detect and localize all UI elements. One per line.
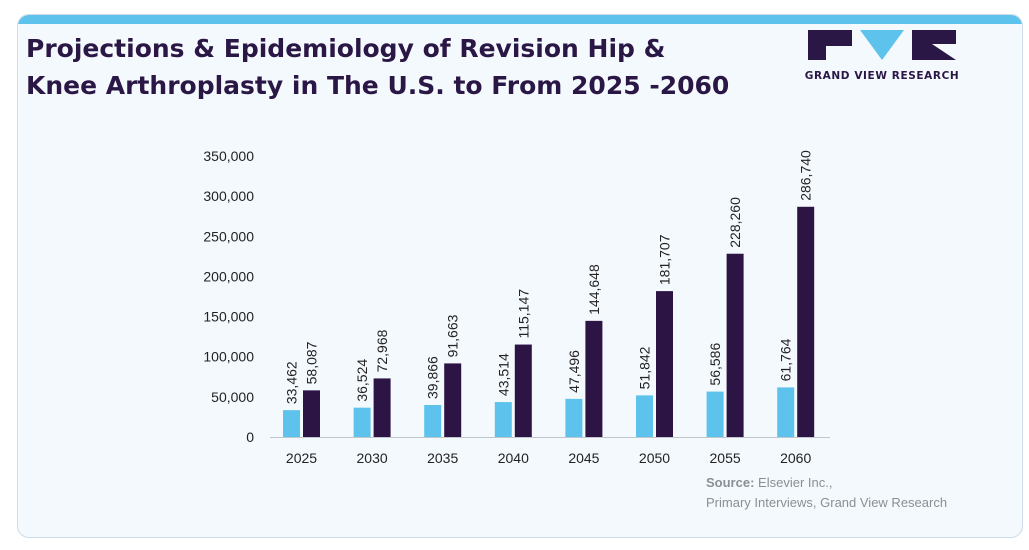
- bar: [565, 398, 583, 437]
- y-tick-label: 200,000: [203, 268, 254, 284]
- source-label: Source:: [706, 475, 755, 490]
- title-line-1: Projections & Epidemiology of Revision H…: [26, 34, 666, 63]
- data-label: 56,586: [707, 343, 723, 386]
- data-label: 43,514: [495, 353, 511, 396]
- data-label: 144,648: [586, 264, 602, 315]
- title-line-2: Knee Arthroplasty in The U.S. to From 20…: [26, 71, 730, 100]
- bar: [726, 253, 744, 437]
- x-tick-label: 2050: [639, 450, 670, 466]
- data-label: 228,260: [727, 197, 743, 248]
- bar: [444, 363, 462, 437]
- bar: [777, 387, 795, 437]
- data-label: 51,842: [637, 346, 653, 389]
- y-tick-label: 0: [246, 429, 254, 445]
- bar: [303, 390, 320, 437]
- bar: [797, 206, 815, 437]
- x-tick-label: 2035: [427, 450, 458, 466]
- data-label: 61,764: [778, 338, 794, 381]
- bar: [636, 395, 653, 437]
- y-tick-label: 100,000: [203, 349, 254, 365]
- x-tick-label: 2025: [286, 450, 317, 466]
- y-tick-label: 300,000: [203, 188, 254, 204]
- bar: [373, 378, 391, 437]
- data-label: 72,968: [374, 329, 390, 372]
- bar: [585, 320, 603, 437]
- bar: [283, 410, 300, 437]
- page-title: Projections & Epidemiology of Revision H…: [26, 30, 746, 104]
- bar: [706, 391, 724, 437]
- gvr-logo-icon: [808, 30, 956, 60]
- data-label: 91,663: [445, 314, 461, 357]
- data-label: 39,866: [425, 356, 441, 399]
- x-tick-label: 2030: [357, 450, 388, 466]
- source-line-2: Primary Interviews, Grand View Research: [706, 495, 948, 510]
- data-label: 286,740: [798, 150, 814, 201]
- bar: [353, 407, 371, 437]
- x-tick-label: 2045: [568, 450, 599, 466]
- data-label: 33,462: [284, 361, 300, 404]
- source-line-1: Elsevier Inc.,: [758, 475, 833, 490]
- y-tick-label: 350,000: [203, 148, 254, 164]
- source-note: Source: Elsevier Inc., Primary Interview…: [706, 473, 947, 513]
- bar: [514, 344, 532, 437]
- data-label: 36,524: [354, 359, 370, 402]
- bar: [656, 291, 673, 437]
- brand-name: GRAND VIEW RESEARCH: [804, 70, 960, 82]
- bar: [424, 404, 442, 437]
- x-tick-label: 2060: [780, 450, 811, 466]
- data-label: 47,496: [566, 350, 582, 393]
- y-tick-label: 150,000: [203, 309, 254, 325]
- chart-card: [17, 14, 1023, 538]
- bar: [494, 402, 512, 437]
- y-tick-label: 50,000: [211, 389, 254, 405]
- data-label: 115,147: [515, 289, 531, 339]
- data-label: 181,707: [657, 234, 673, 285]
- x-tick-label: 2055: [710, 450, 741, 466]
- y-tick-label: 250,000: [203, 228, 254, 244]
- x-tick-label: 2040: [498, 450, 529, 466]
- data-label: 58,087: [304, 341, 320, 384]
- accent-bar: [18, 15, 1022, 24]
